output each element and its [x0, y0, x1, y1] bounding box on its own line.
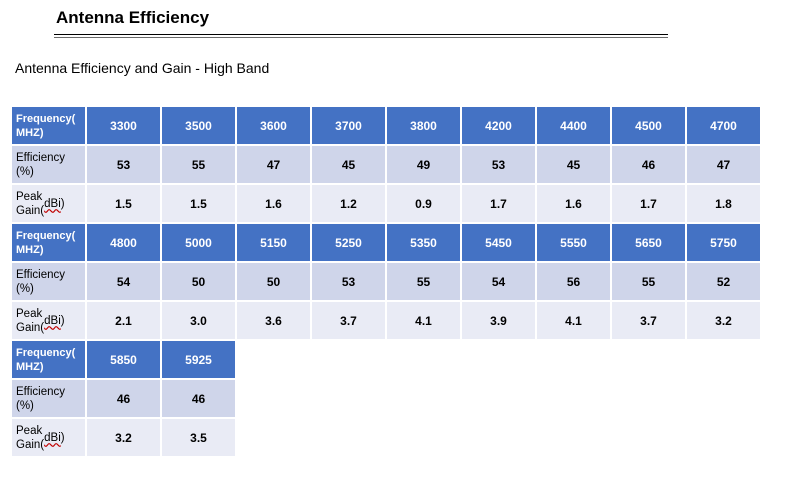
- section-subtitle: Antenna Efficiency and Gain - High Band: [15, 60, 270, 76]
- peak-gain-cell: 1.5: [162, 185, 235, 222]
- efficiency-row-label: Efficiency (%): [12, 146, 85, 183]
- frequency-cell: 4700: [687, 107, 760, 144]
- efficiency-row-label: Efficiency (%): [12, 380, 85, 417]
- peak-gain-cell: 1.5: [87, 185, 160, 222]
- gain-unit: dBi: [44, 314, 61, 327]
- frequency-cell: 4200: [462, 107, 535, 144]
- frequency-cell: 5000: [162, 224, 235, 261]
- frequency-cell: 3800: [387, 107, 460, 144]
- peak-gain-cell: 3.6: [237, 302, 310, 339]
- heading-underline-thin: [54, 37, 668, 38]
- peak-gain-cell: 3.2: [687, 302, 760, 339]
- empty-cell: [612, 419, 685, 456]
- frequency-row-label: Frequency( MHZ): [12, 224, 85, 261]
- efficiency-cell: 46: [162, 380, 235, 417]
- efficiency-cell: 49: [387, 146, 460, 183]
- frequency-cell: 5350: [387, 224, 460, 261]
- gain-unit: dBi: [44, 197, 61, 210]
- efficiency-cell: 50: [162, 263, 235, 300]
- empty-cell: [312, 419, 385, 456]
- frequency-cell: 5150: [237, 224, 310, 261]
- heading-underline-thick: [54, 34, 668, 35]
- frequency-cell: 5650: [612, 224, 685, 261]
- empty-cell: [387, 341, 460, 378]
- empty-cell: [387, 419, 460, 456]
- peak-gain-cell: 1.7: [462, 185, 535, 222]
- frequency-cell: 5250: [312, 224, 385, 261]
- efficiency-cell: 55: [612, 263, 685, 300]
- page-heading: Antenna Efficiency: [56, 8, 210, 27]
- frequency-cell: 3700: [312, 107, 385, 144]
- frequency-cell: 5750: [687, 224, 760, 261]
- peak-gain-cell: 1.6: [237, 185, 310, 222]
- peak-gain-cell: 1.7: [612, 185, 685, 222]
- empty-cell: [612, 341, 685, 378]
- empty-cell: [537, 341, 610, 378]
- efficiency-cell: 46: [87, 380, 160, 417]
- peak-gain-cell: 1.2: [312, 185, 385, 222]
- efficiency-cell: 53: [87, 146, 160, 183]
- frequency-cell: 5550: [537, 224, 610, 261]
- empty-cell: [387, 380, 460, 417]
- frequency-row-label: Frequency( MHZ): [12, 341, 85, 378]
- efficiency-cell: 54: [462, 263, 535, 300]
- peak-gain-cell: 3.2: [87, 419, 160, 456]
- efficiency-cell: 55: [162, 146, 235, 183]
- peak-gain-cell: 4.1: [387, 302, 460, 339]
- gain-unit: dBi: [44, 431, 61, 444]
- peak-gain-cell: 2.1: [87, 302, 160, 339]
- frequency-row-label: Frequency( MHZ): [12, 107, 85, 144]
- empty-cell: [462, 380, 535, 417]
- empty-cell: [537, 380, 610, 417]
- efficiency-cell: 54: [87, 263, 160, 300]
- empty-cell: [462, 341, 535, 378]
- efficiency-cell: 47: [237, 146, 310, 183]
- empty-cell: [312, 380, 385, 417]
- peak-gain-cell: 3.9: [462, 302, 535, 339]
- empty-cell: [462, 419, 535, 456]
- efficiency-cell: 56: [537, 263, 610, 300]
- peak-gain-cell: 3.7: [312, 302, 385, 339]
- efficiency-cell: 52: [687, 263, 760, 300]
- peak-gain-cell: 0.9: [387, 185, 460, 222]
- empty-cell: [687, 380, 760, 417]
- efficiency-cell: 45: [537, 146, 610, 183]
- efficiency-cell: 53: [462, 146, 535, 183]
- peak-gain-cell: 1.8: [687, 185, 760, 222]
- frequency-cell: 4500: [612, 107, 685, 144]
- peak-gain-cell: 3.0: [162, 302, 235, 339]
- frequency-cell: 4400: [537, 107, 610, 144]
- efficiency-cell: 55: [387, 263, 460, 300]
- peak-gain-cell: 3.7: [612, 302, 685, 339]
- frequency-cell: 5925: [162, 341, 235, 378]
- empty-cell: [237, 341, 310, 378]
- efficiency-cell: 50: [237, 263, 310, 300]
- peak-gain-row-label: Peak Gain(dBi): [12, 419, 85, 456]
- peak-gain-cell: 4.1: [537, 302, 610, 339]
- frequency-cell: 3500: [162, 107, 235, 144]
- frequency-cell: 4800: [87, 224, 160, 261]
- efficiency-gain-table: Frequency( MHZ) 3300 3500 3600 3700 3800 4200 4…: [12, 107, 760, 456]
- peak-gain-row-label: Peak Gain(dBi): [12, 185, 85, 222]
- efficiency-cell: 53: [312, 263, 385, 300]
- efficiency-cell: 47: [687, 146, 760, 183]
- empty-cell: [612, 380, 685, 417]
- frequency-cell: 3300: [87, 107, 160, 144]
- empty-cell: [537, 419, 610, 456]
- peak-gain-row-label: Peak Gain(dBi): [12, 302, 85, 339]
- efficiency-cell: 46: [612, 146, 685, 183]
- empty-cell: [237, 380, 310, 417]
- efficiency-row-label: Efficiency (%): [12, 263, 85, 300]
- frequency-cell: 3600: [237, 107, 310, 144]
- empty-cell: [687, 419, 760, 456]
- frequency-cell: 5450: [462, 224, 535, 261]
- peak-gain-cell: 3.5: [162, 419, 235, 456]
- empty-cell: [312, 341, 385, 378]
- empty-cell: [687, 341, 760, 378]
- peak-gain-cell: 1.6: [537, 185, 610, 222]
- frequency-cell: 5850: [87, 341, 160, 378]
- empty-cell: [237, 419, 310, 456]
- efficiency-cell: 45: [312, 146, 385, 183]
